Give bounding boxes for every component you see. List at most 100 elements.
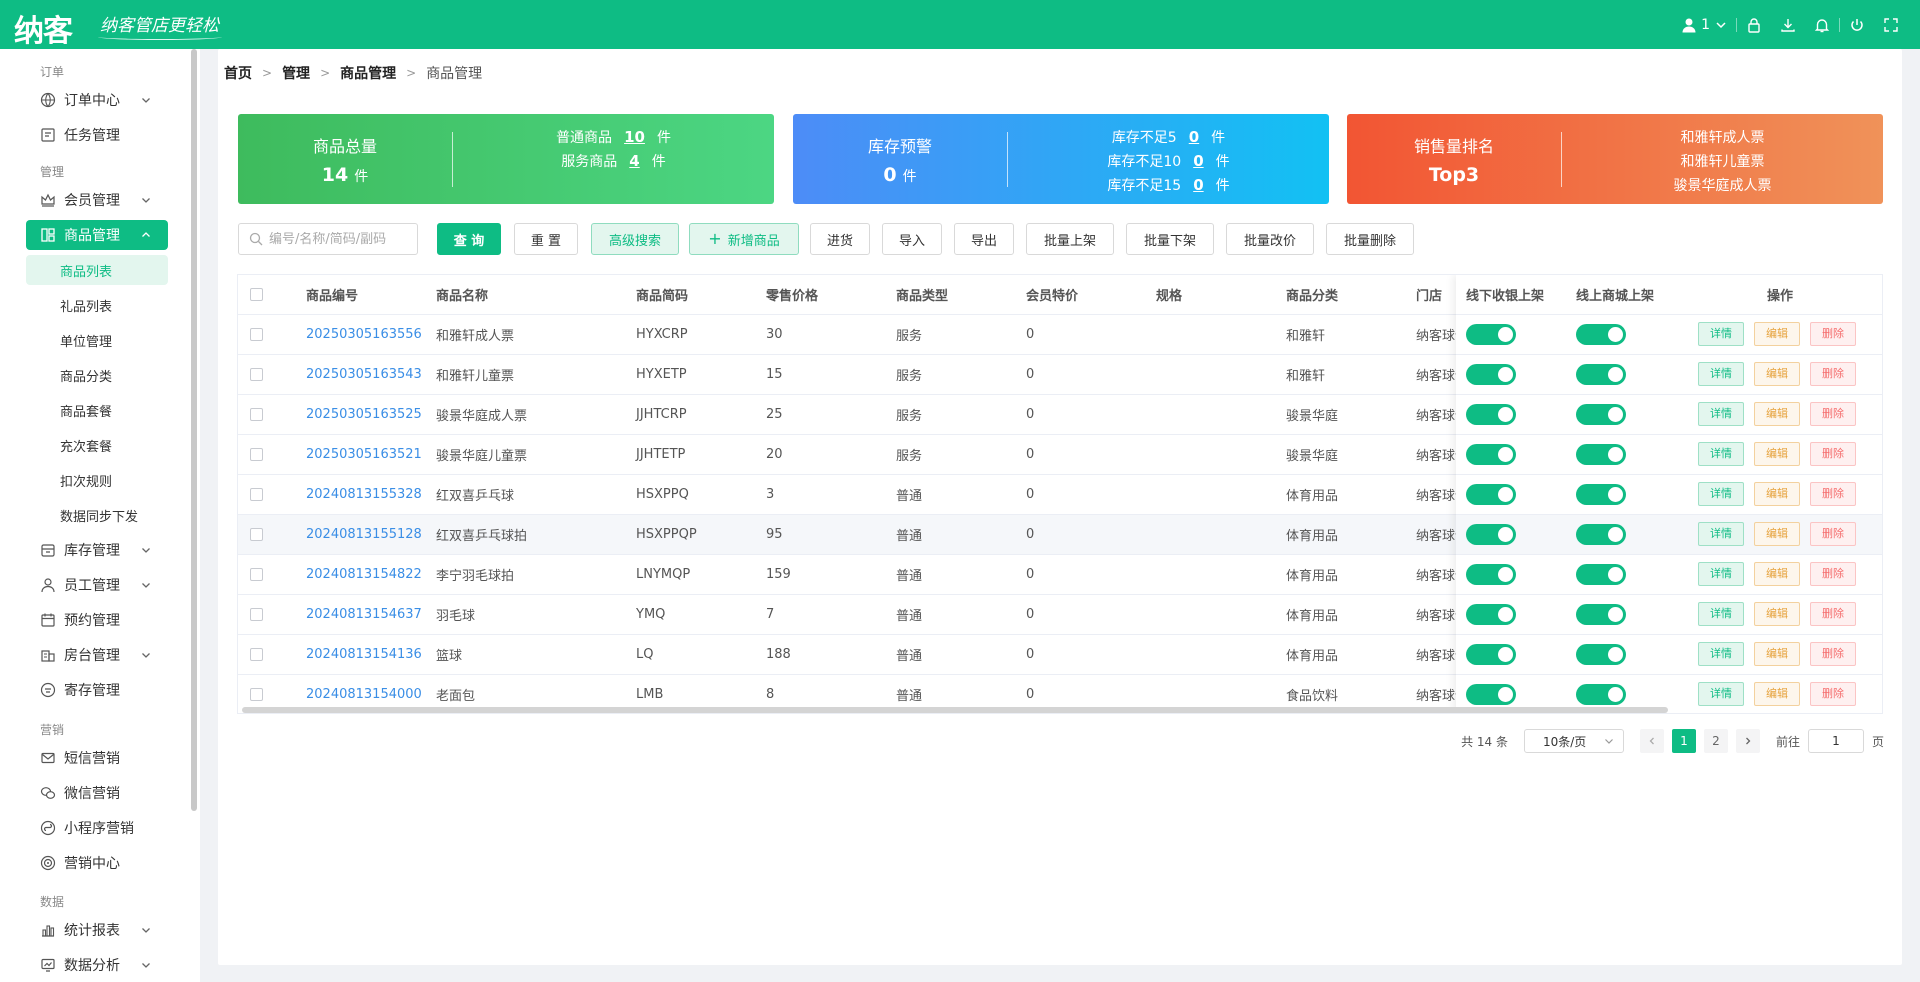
delete-button[interactable]: 删除 [1810,562,1856,586]
page-button[interactable]: 2 [1703,729,1728,753]
sidebar-subitem-recharge-package[interactable]: 充次套餐 [60,439,113,455]
stat-line-value[interactable]: 4 [629,152,640,170]
cell-code[interactable]: 20240813155128 [296,514,426,555]
table-horizontal-scrollbar[interactable] [242,707,1668,713]
sidebar-item-wechat[interactable]: 微信营销 [26,778,168,808]
sidebar-subitem-data-sync[interactable]: 数据同步下发 [60,509,139,525]
breadcrumb-manage[interactable]: 管理 [282,66,311,82]
goto-page-input[interactable]: 1 [1807,729,1864,753]
cell-code[interactable]: 20250305163556 [296,314,426,355]
online-listing-toggle[interactable] [1576,443,1626,465]
batch-list-button[interactable]: 批量上架 [1026,223,1114,255]
sidebar-item-task[interactable]: 任务管理 [26,120,168,150]
edit-button[interactable]: 编辑 [1754,482,1800,506]
next-page-button[interactable] [1735,729,1760,753]
offline-listing-toggle[interactable] [1466,443,1516,465]
edit-button[interactable]: 编辑 [1754,682,1800,706]
row-checkbox[interactable] [250,607,263,621]
cell-code[interactable]: 20250305163525 [296,394,426,435]
search-input[interactable] [269,231,407,247]
sidebar-item-analysis[interactable]: 数据分析 [26,950,168,980]
delete-button[interactable]: 删除 [1810,402,1856,426]
sidebar-item-marketing-center[interactable]: 营销中心 [26,848,168,878]
online-listing-toggle[interactable] [1576,643,1626,665]
purchase-button[interactable]: 进货 [810,223,870,255]
batch-delete-button[interactable]: 批量删除 [1326,223,1414,255]
cell-code[interactable]: 20240813154000 [296,674,426,713]
offline-listing-toggle[interactable] [1466,323,1516,345]
cell-code[interactable]: 20240813155328 [296,474,426,515]
sidebar-subitem-unit[interactable]: 单位管理 [60,334,113,350]
offline-listing-toggle[interactable] [1466,643,1516,665]
row-checkbox[interactable] [250,367,263,381]
cell-code[interactable]: 20250305163521 [296,434,426,475]
batch-price-button[interactable]: 批量改价 [1226,223,1314,255]
sidebar-item-order-center[interactable]: 订单中心 [26,85,168,115]
edit-button[interactable]: 编辑 [1754,562,1800,586]
sidebar-item-sms[interactable]: 短信营销 [26,743,168,773]
add-goods-button[interactable]: + 新增商品 [689,223,799,255]
row-checkbox[interactable] [250,687,263,701]
logout-button[interactable] [1840,0,1874,49]
edit-button[interactable]: 编辑 [1754,322,1800,346]
batch-delist-button[interactable]: 批量下架 [1126,223,1214,255]
download-button[interactable] [1771,0,1805,49]
page-size-select[interactable]: 10条/页 [1523,729,1624,753]
online-listing-toggle[interactable] [1576,323,1626,345]
offline-listing-toggle[interactable] [1466,563,1516,585]
sidebar-item-inventory[interactable]: 库存管理 [26,535,168,565]
sidebar-item-appointment[interactable]: 预约管理 [26,605,168,635]
online-listing-toggle[interactable] [1576,363,1626,385]
stat-line-value[interactable]: 10 [624,128,645,146]
export-button[interactable]: 导出 [954,223,1014,255]
offline-listing-toggle[interactable] [1466,683,1516,705]
detail-button[interactable]: 详情 [1698,322,1744,346]
delete-button[interactable]: 删除 [1810,362,1856,386]
online-listing-toggle[interactable] [1576,603,1626,625]
notification-button[interactable] [1805,0,1839,49]
cell-code[interactable]: 20240813154822 [296,554,426,595]
prev-page-button[interactable] [1639,729,1664,753]
delete-button[interactable]: 删除 [1810,682,1856,706]
online-listing-toggle[interactable] [1576,483,1626,505]
detail-button[interactable]: 详情 [1698,442,1744,466]
row-checkbox[interactable] [250,327,263,341]
stat-line-value[interactable]: 0 [1193,176,1204,194]
detail-button[interactable]: 详情 [1698,402,1744,426]
sidebar-item-miniapp[interactable]: 小程序营销 [26,813,168,843]
delete-button[interactable]: 删除 [1810,642,1856,666]
row-checkbox[interactable] [250,567,263,581]
delete-button[interactable]: 删除 [1810,522,1856,546]
edit-button[interactable]: 编辑 [1754,602,1800,626]
cell-code[interactable]: 20250305163543 [296,354,426,395]
detail-button[interactable]: 详情 [1698,522,1744,546]
sidebar-subitem-category[interactable]: 商品分类 [60,369,113,385]
edit-button[interactable]: 编辑 [1754,642,1800,666]
detail-button[interactable]: 详情 [1698,602,1744,626]
query-button[interactable]: 查 询 [437,223,501,255]
page-button[interactable]: 1 [1671,729,1696,753]
select-all-checkbox[interactable] [250,287,263,301]
fullscreen-button[interactable] [1874,0,1908,49]
delete-button[interactable]: 删除 [1810,442,1856,466]
sidebar-scrollbar[interactable] [191,49,197,811]
lock-button[interactable] [1737,0,1771,49]
detail-button[interactable]: 详情 [1698,482,1744,506]
sidebar-item-report[interactable]: 统计报表 [26,915,168,945]
breadcrumb-goods-manage[interactable]: 商品管理 [340,66,397,82]
reset-button[interactable]: 重 置 [514,223,578,255]
edit-button[interactable]: 编辑 [1754,362,1800,386]
sidebar-item-member[interactable]: 会员管理 [26,185,168,215]
online-listing-toggle[interactable] [1576,683,1626,705]
sidebar-subitem-goods-list[interactable]: 商品列表 [26,255,168,285]
cell-code[interactable]: 20240813154136 [296,634,426,675]
row-checkbox[interactable] [250,647,263,661]
sidebar-subitem-gift-list[interactable]: 礼品列表 [60,299,113,315]
row-checkbox[interactable] [250,527,263,541]
edit-button[interactable]: 编辑 [1754,442,1800,466]
offline-listing-toggle[interactable] [1466,483,1516,505]
sidebar-item-goods[interactable]: 商品管理 [26,220,168,250]
import-button[interactable]: 导入 [882,223,942,255]
sidebar-subitem-deduct-rule[interactable]: 扣次规则 [60,474,113,490]
online-listing-toggle[interactable] [1576,523,1626,545]
